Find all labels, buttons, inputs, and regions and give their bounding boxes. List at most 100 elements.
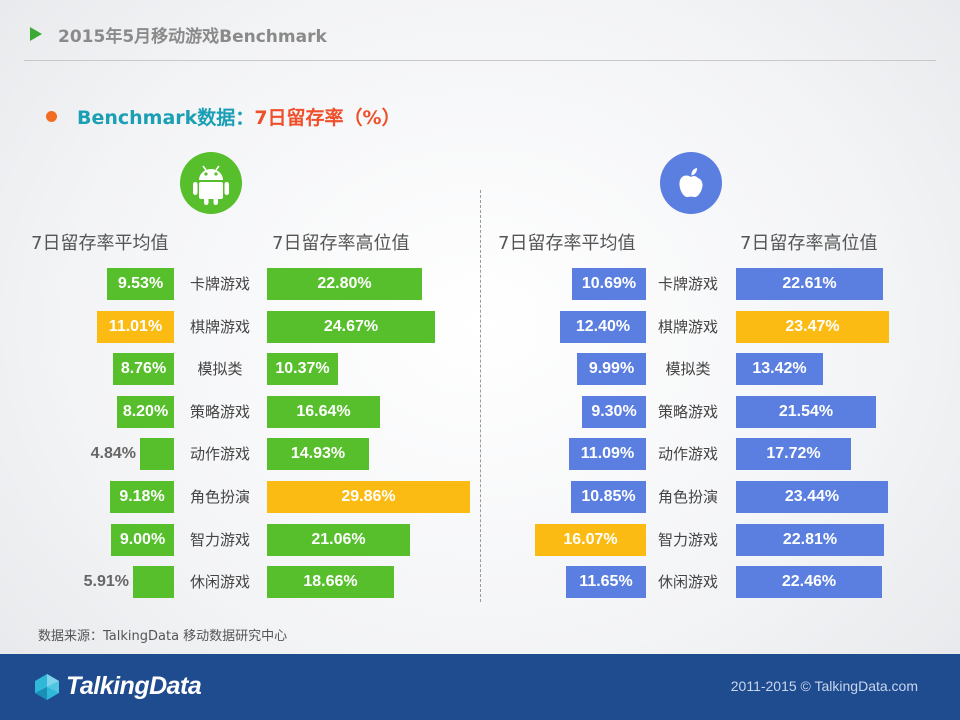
android-category-label: 卡牌游戏 xyxy=(189,275,250,293)
footer-brand: TalkingData xyxy=(66,672,202,700)
subtitle: Benchmark数据： 7日留存率（%） xyxy=(46,102,401,130)
android-avg-bar: 5.91% xyxy=(84,566,174,598)
android-avg-bar: 9.53% xyxy=(107,268,174,300)
android-avg-value: 9.53% xyxy=(117,275,164,292)
android-avg-value: 8.76% xyxy=(120,360,167,377)
ios-avg-value: 9.30% xyxy=(591,403,637,420)
play-arrow-icon xyxy=(30,27,42,41)
ios-high-value: 22.81% xyxy=(782,531,838,548)
android-high-bar: 10.37% xyxy=(267,353,338,385)
ios-high-header: 7日留存率高位值 xyxy=(740,233,878,254)
android-avg-value: 9.18% xyxy=(119,488,165,505)
ios-high-bar: 17.72% xyxy=(736,438,851,470)
panel-divider xyxy=(480,190,481,602)
android-icon xyxy=(180,152,242,214)
ios-high-value: 22.46% xyxy=(781,573,837,590)
android-high-value: 24.67% xyxy=(323,318,379,335)
ios-avg-value: 16.07% xyxy=(563,531,618,548)
page-title: 2015年5月移动游戏Benchmark xyxy=(58,27,327,47)
ios-high-bar: 22.81% xyxy=(736,524,884,556)
apple-icon xyxy=(660,152,722,214)
android-high-bar: 18.66% xyxy=(267,566,394,598)
footer: TalkingData 2011-2015 © TalkingData.com xyxy=(0,654,960,720)
ios-high-value: 17.72% xyxy=(766,445,821,462)
android-avg-value: 8.20% xyxy=(122,403,169,420)
subtitle-metric: 7日留存率（%） xyxy=(254,106,401,129)
android-avg-value: 4.84% xyxy=(90,445,136,462)
ios-high-value: 22.61% xyxy=(782,275,837,292)
ios-high-bar: 21.54% xyxy=(736,396,876,428)
ios-avg-value: 10.69% xyxy=(581,275,637,292)
android-avg-bar: 11.01% xyxy=(97,311,174,343)
android-avg-header: 7日留存率平均值 xyxy=(31,233,169,254)
ios-high-value: 23.47% xyxy=(785,318,840,335)
android-avg-bar: 8.76% xyxy=(113,353,174,385)
ios-high-value: 23.44% xyxy=(784,488,840,505)
ios-high-bar: 22.61% xyxy=(736,268,883,300)
ios-avg-bar: 10.69% xyxy=(572,268,646,300)
android-high-bar: 14.93% xyxy=(267,438,369,470)
android-category-label: 动作游戏 xyxy=(189,445,250,463)
android-avg-bar: 8.20% xyxy=(117,396,174,428)
android-high-value: 29.86% xyxy=(341,488,396,505)
android-avg-value: 5.91% xyxy=(83,573,129,590)
android-category-label: 棋牌游戏 xyxy=(189,318,250,336)
ios-category-label: 休闲游戏 xyxy=(657,573,718,591)
ios-avg-header: 7日留存率平均值 xyxy=(498,233,636,254)
android-category-label: 角色扮演 xyxy=(189,488,250,506)
android-avg-bar: 4.84% xyxy=(91,438,174,470)
ios-avg-bar: 9.30% xyxy=(582,396,646,428)
bullet-dot-icon xyxy=(46,110,57,122)
ios-avg-bar: 11.09% xyxy=(569,438,646,470)
android-avg-bar: 9.00% xyxy=(111,524,174,556)
android-high-value: 18.66% xyxy=(303,573,358,590)
ios-category-label: 动作游戏 xyxy=(657,445,718,463)
ios-high-value: 13.42% xyxy=(752,360,807,377)
android-high-header: 7日留存率高位值 xyxy=(272,233,410,254)
android-high-bar: 29.86% xyxy=(267,481,470,513)
ios-avg-bar: 10.85% xyxy=(571,481,646,513)
android-category-label: 策略游戏 xyxy=(189,403,250,421)
android-category-label: 智力游戏 xyxy=(189,531,250,549)
android-category-label: 模拟类 xyxy=(197,360,243,378)
ios-avg-bar: 9.99% xyxy=(577,353,646,385)
ios-category-label: 策略游戏 xyxy=(657,403,718,421)
android-high-value: 14.93% xyxy=(290,445,346,462)
ios-avg-value: 12.40% xyxy=(575,318,631,335)
ios-high-bar: 23.44% xyxy=(736,481,888,513)
android-high-value: 10.37% xyxy=(275,360,330,377)
android-avg-value: 9.00% xyxy=(119,531,166,548)
source-note: 数据来源：TalkingData 移动数据研究中心 xyxy=(38,629,288,644)
ios-category-label: 模拟类 xyxy=(665,360,711,378)
ios-avg-value: 10.85% xyxy=(581,488,636,505)
ios-avg-bar: 12.40% xyxy=(560,311,646,343)
android-high-bar: 22.80% xyxy=(267,268,422,300)
android-high-bar: 24.67% xyxy=(267,311,435,343)
android-high-value: 21.06% xyxy=(311,531,366,548)
footer-copyright: 2011-2015 © TalkingData.com xyxy=(730,678,918,694)
header-rule xyxy=(24,60,936,61)
android-high-value: 22.80% xyxy=(317,275,372,292)
ios-high-bar: 22.46% xyxy=(736,566,882,598)
ios-category-label: 智力游戏 xyxy=(657,531,718,549)
talkingdata-logo-icon xyxy=(35,674,59,700)
subtitle-prefix: Benchmark数据： xyxy=(77,106,255,129)
ios-avg-value: 9.99% xyxy=(588,360,635,377)
ios-high-value: 21.54% xyxy=(778,403,834,420)
ios-avg-bar: 11.65% xyxy=(566,566,646,598)
ios-avg-value: 11.09% xyxy=(580,445,635,462)
android-high-bar: 21.06% xyxy=(267,524,410,556)
ios-category-label: 棋牌游戏 xyxy=(657,318,718,336)
android-high-bar: 16.64% xyxy=(267,396,380,428)
ios-category-label: 卡牌游戏 xyxy=(657,275,718,293)
header: 2015年5月移动游戏Benchmark xyxy=(0,0,960,62)
ios-avg-value: 11.65% xyxy=(579,573,633,590)
android-avg-bar: 9.18% xyxy=(110,481,174,513)
android-category-label: 休闲游戏 xyxy=(189,573,250,591)
ios-high-bar: 23.47% xyxy=(736,311,889,343)
ios-high-bar: 13.42% xyxy=(736,353,823,385)
ios-avg-bar: 16.07% xyxy=(535,524,646,556)
android-high-value: 16.64% xyxy=(296,403,351,420)
ios-category-label: 角色扮演 xyxy=(657,488,718,506)
android-avg-value: 11.01% xyxy=(108,318,163,335)
